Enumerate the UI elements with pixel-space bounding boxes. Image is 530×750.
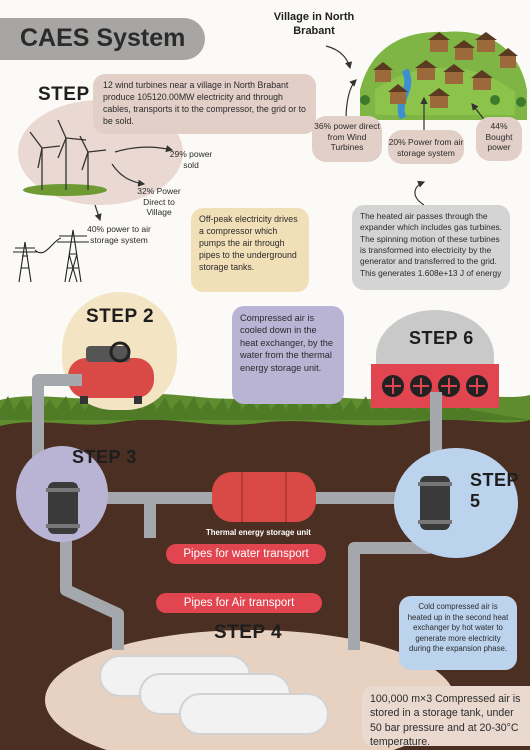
wind-source-note: 36% power direct from Wind Turbines [314,121,380,153]
step5-blob [394,448,518,558]
village-title: Village in North Brabant [273,11,355,38]
heat-exchanger-icon [46,482,80,534]
air-pipes-label: Pipes for Air transport [156,593,322,613]
wind-turbine-icon [23,119,107,196]
step4-description: 100,000 m×3 Compressed air is stored in … [362,686,530,748]
power-sold-note: 29% power sold [169,149,213,170]
wind-source-bubble [312,116,382,162]
bought-source-bubble [476,117,522,161]
thermal-tank-icon [212,472,316,522]
power-storage-note: 40% power to air storage system [87,224,151,245]
step4-label: STEP 4 [214,622,283,643]
step3-description: Compressed air is cooled down in the hea… [232,306,344,404]
page-title: CAES System [20,24,186,52]
step1-label: STEP 1 [38,84,107,105]
title-banner [0,18,205,60]
step2-description: Off-peak electricity drives a compressor… [191,208,309,292]
thermal-unit-label: Thermal energy storage unit [206,528,311,537]
power-village-note: 32% Power Direct to Village [137,186,181,218]
bought-source-note: 44% Bought power [485,121,513,153]
step5-description: Cold compressed air is heated up in the … [399,596,517,670]
power-pylon-icon [13,229,89,283]
step2-label: STEP 2 [86,306,155,327]
step6-label: STEP 6 [409,328,474,348]
step1-arrows [94,145,174,222]
storage-source-note: 20% Power from air storage system [388,137,464,158]
step6-description: The heated air passes through the expand… [352,205,510,290]
storage-tank-icon [99,655,329,735]
compressor-icon [68,341,154,404]
step5-label: STEP 5 [470,470,519,511]
step3-label: STEP 3 [72,447,137,467]
step1-description: 12 wind turbines near a village in North… [93,74,316,134]
village-icon [360,31,527,121]
water-pipes-label: Pipes for water transport [166,544,326,564]
storage-source-bubble [388,130,464,164]
heat-exchanger-2-icon [418,476,452,530]
